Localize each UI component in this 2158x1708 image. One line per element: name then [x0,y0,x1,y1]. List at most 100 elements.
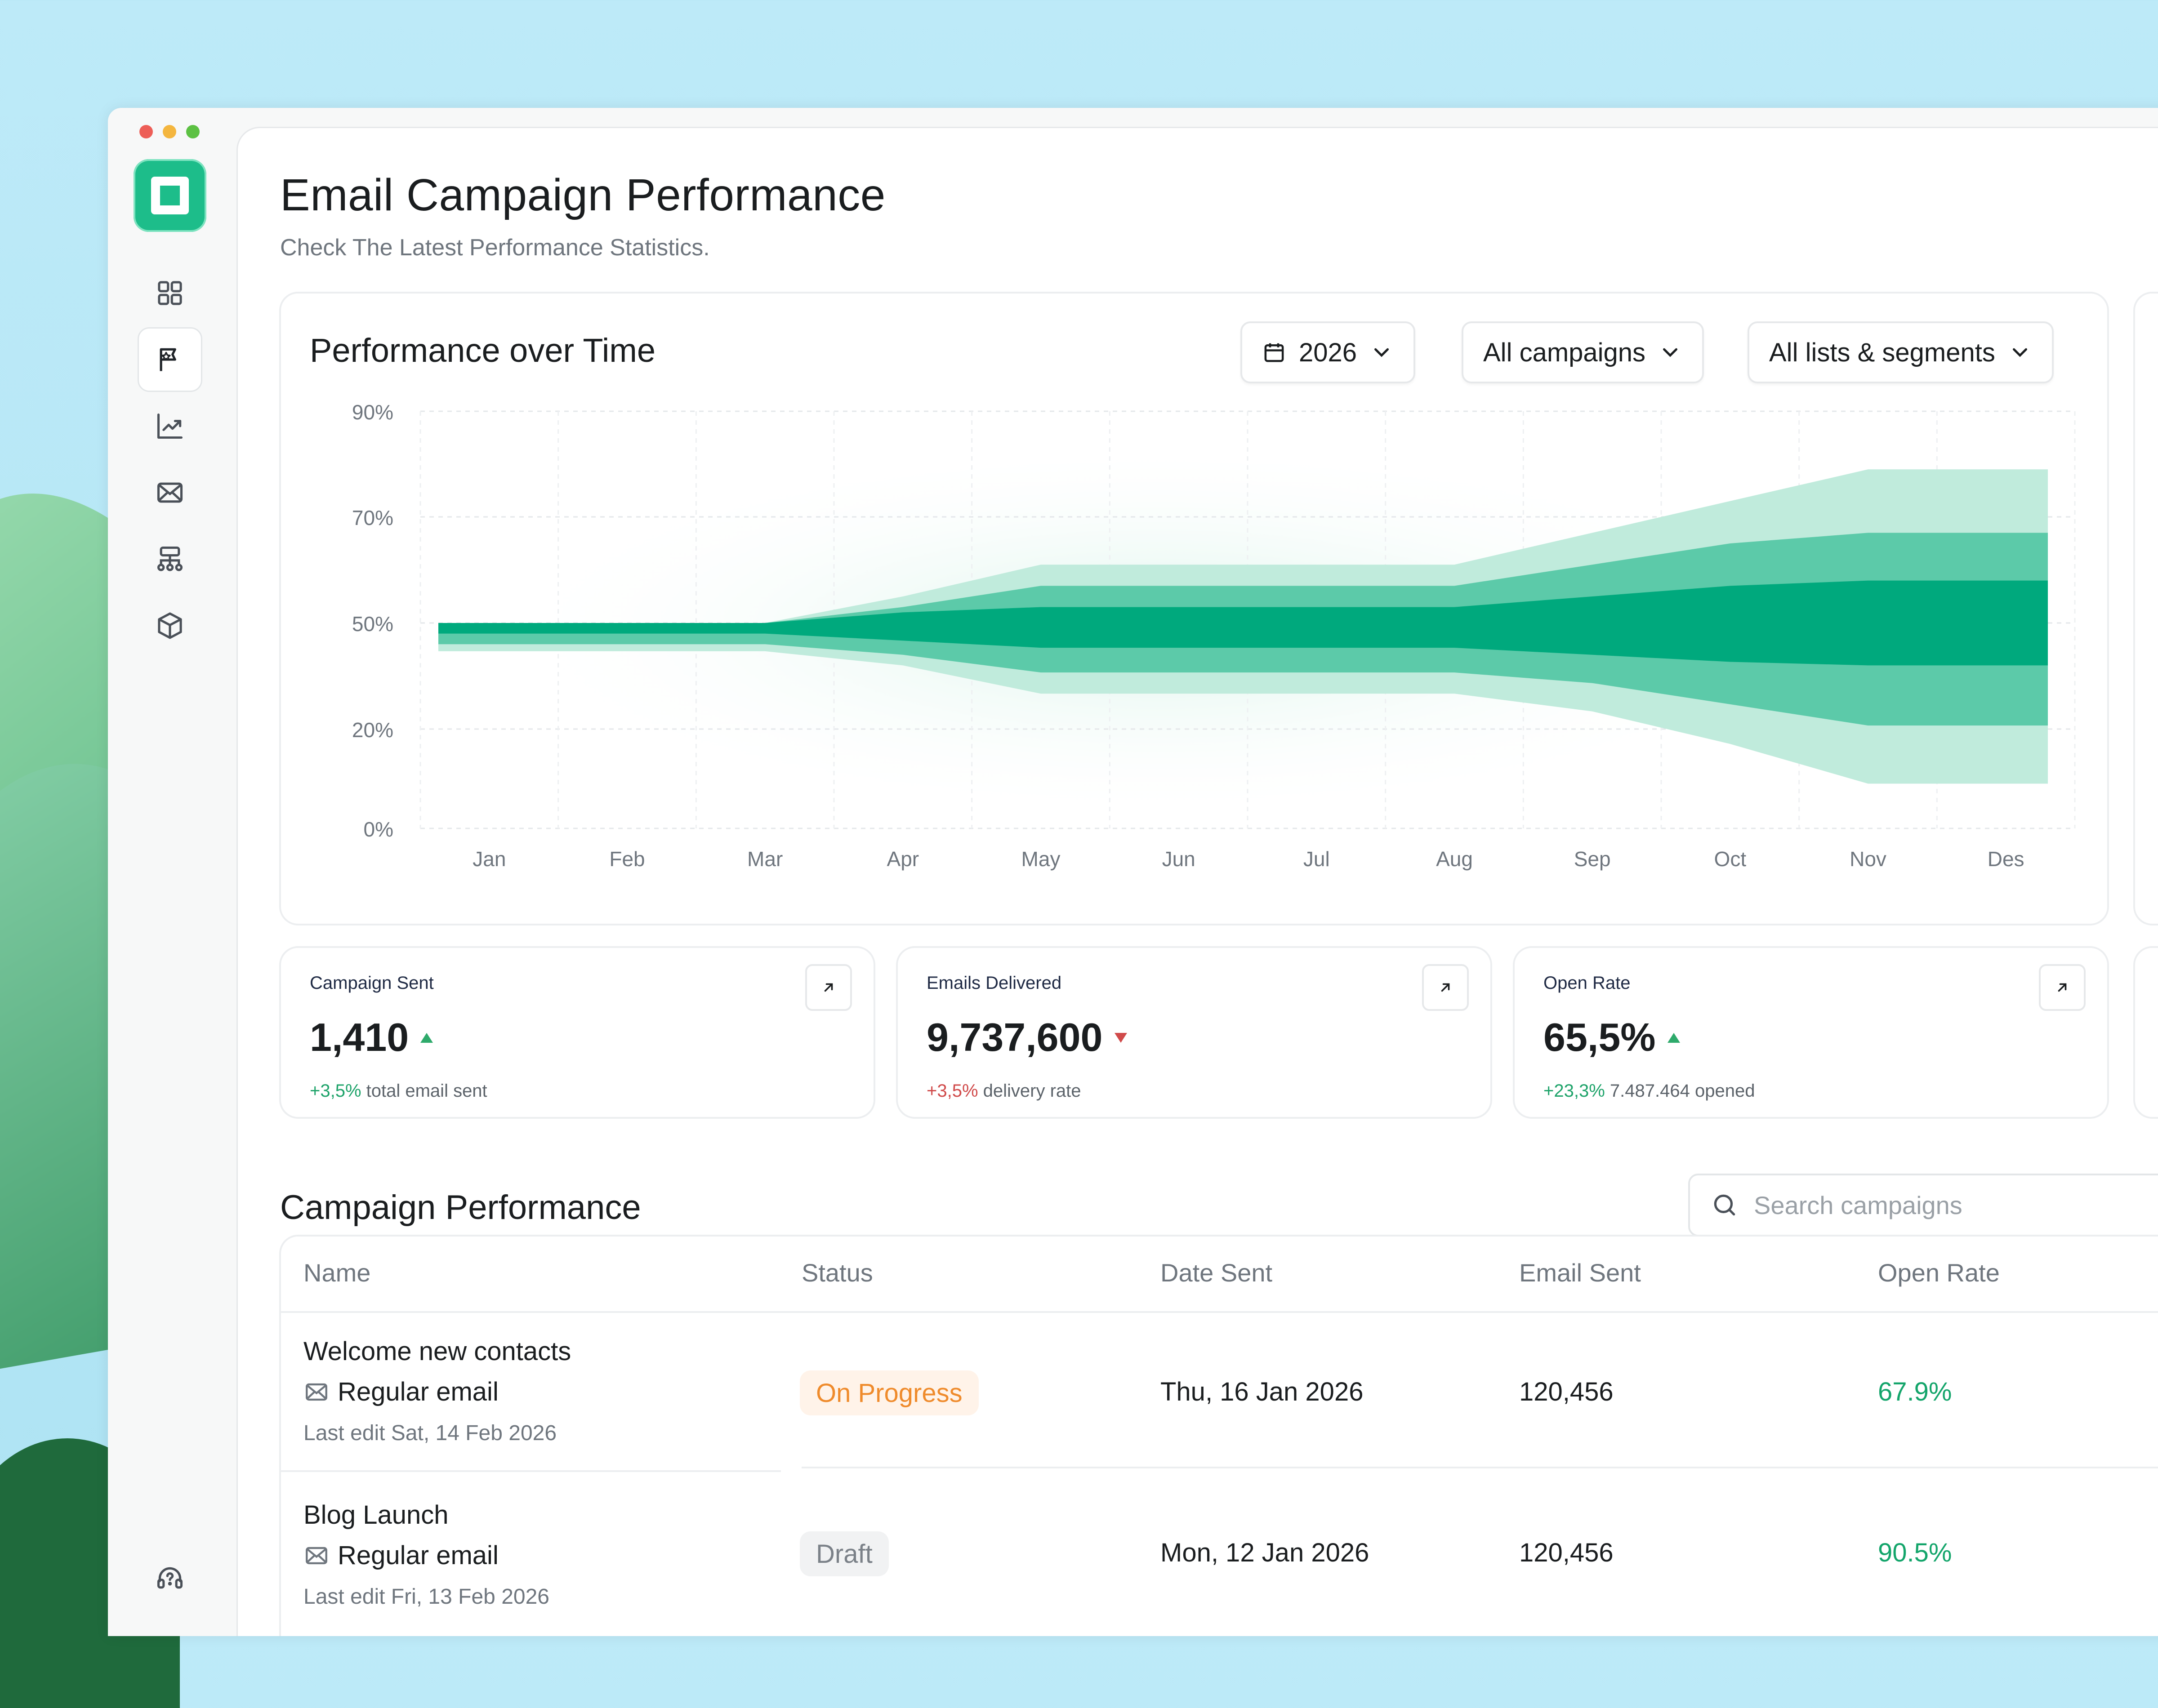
campaign-filter[interactable]: All campaigns [1462,321,1704,383]
date-sent: Mon, 12 Jan 2026 [1160,1538,1369,1567]
stat-label: Emails Delivered [927,973,1062,993]
campaign-name[interactable]: Blog Launch [303,1500,449,1530]
flag-icon [160,348,176,371]
chart-title: Performance over Time [310,332,656,369]
column-header-open-rate[interactable]: Open Rate [1878,1259,2000,1287]
stat-delta: +23,3% [1543,1081,1605,1101]
close-window-button[interactable] [139,125,153,138]
campaign-type-label: Regular email [338,1541,499,1570]
section-title: Campaign Performance [280,1188,641,1227]
chart-band-inner [438,580,2048,666]
y-tick-label: 0% [364,818,393,841]
main-content: Email Campaign Performance Check The Lat… [236,127,2158,1636]
trend-down-icon [1114,1032,1127,1043]
hierarchy-icon [157,546,183,571]
header-divider [281,1311,2158,1313]
trend-up-icon [420,1032,433,1043]
minimize-window-button[interactable] [163,125,176,138]
app-window: Email Campaign Performance Check The Lat… [108,108,2158,1636]
open-rate: 90.5% [1878,1538,1952,1567]
x-tick-label: Jul [1303,847,1330,871]
performance-chart-card: 90% 70% 50% 20% 0% Jan Feb Mar Apr May Jun Jul Aug Se… [279,292,2109,925]
list-filter[interactable]: All lists & segments [1748,321,2054,383]
chevron-down-icon [1374,348,1389,357]
arrow-up-right-icon [824,983,833,992]
x-tick-label: Oct [1714,847,1747,871]
y-tick-label: 20% [352,718,393,742]
box-icon [158,612,182,639]
nav-emails[interactable] [138,460,202,525]
app-logo[interactable] [134,159,206,232]
email-sent: 120,456 [1519,1377,1614,1406]
open-detail-button[interactable] [805,964,852,1011]
sidebar [108,108,235,1636]
nav-dashboard[interactable] [138,261,202,325]
stat-suffix: total email sent [361,1081,487,1101]
chart-line-icon [157,413,183,439]
stat-subtext: +23,3% 7.487.464 opened [1543,1081,1755,1101]
stat-suffix: 7.487.464 opened [1605,1081,1755,1101]
column-header-name[interactable]: Name [303,1259,371,1287]
mail-icon [306,1547,327,1564]
search-icon [1714,1194,1735,1216]
nav-products[interactable] [138,593,202,658]
maximize-window-button[interactable] [186,125,200,138]
campaign-type-label: Regular email [338,1377,499,1406]
nav-campaigns[interactable] [138,327,202,392]
nav-analytics[interactable] [138,394,202,458]
year-filter[interactable]: 2026 [1240,321,1416,383]
email-sent: 120,456 [1519,1538,1614,1567]
y-tick-label: 90% [352,400,393,424]
stat-value: 65,5% [1543,1014,1680,1060]
performance-chart: 90% 70% 50% 20% 0% Jan Feb Mar Apr May Jun Jul Aug Se… [352,400,2076,871]
campaign-type: Regular email [303,1377,499,1407]
column-header-date[interactable]: Date Sent [1160,1259,1273,1287]
campaign-name[interactable]: Welcome new contacts [303,1337,571,1366]
stat-card-emails-delivered: Emails Delivered 9,737,600 +3,5% deliver… [896,946,1492,1119]
open-detail-button[interactable] [1422,964,1469,1011]
search-input[interactable]: Search campaigns [1688,1174,2158,1237]
x-tick-label: May [1021,847,1061,871]
page-subtitle: Check The Latest Performance Statistics. [280,235,710,261]
row-divider [802,1467,2158,1468]
column-header-status[interactable]: Status [802,1259,873,1287]
nav-help[interactable] [138,1546,202,1611]
x-tick-label: Des [1988,847,2024,871]
x-tick-label: Apr [887,847,919,871]
trend-up-icon [1667,1032,1680,1043]
campaign-type: Regular email [303,1540,499,1570]
logo-mark [151,177,189,214]
stat-value-text: 65,5% [1543,1015,1656,1059]
x-tick-label: Sep [1574,847,1611,871]
last-edit: Last edit Fri, 13 Feb 2026 [303,1585,549,1609]
status-badge: Draft [800,1531,889,1576]
chevron-down-icon [1663,348,1678,357]
last-edit: Last edit Sat, 14 Feb 2026 [303,1421,557,1445]
stat-label: Campaign Sent [310,973,434,993]
arrow-up-right-icon [1441,983,1450,992]
x-tick-label: Nov [1850,847,1886,871]
y-tick-label: 50% [352,612,393,636]
campaign-filter-value: All campaigns [1483,338,1646,367]
nav-automation[interactable] [138,527,202,592]
x-tick-label: Jun [1162,847,1195,871]
y-tick-label: 70% [352,506,393,529]
stat-delta: +3,5% [310,1081,361,1101]
search-placeholder: Search campaigns [1754,1191,1962,1219]
x-tick-label: Jan [473,847,506,871]
help-icon [157,1567,183,1589]
campaign-table: Name Status Date Sent Email Sent Open Ra… [279,1235,2158,1636]
chevron-down-icon [2012,348,2027,357]
column-header-sent[interactable]: Email Sent [1519,1259,1641,1287]
list-filter-value: All lists & segments [1769,338,1995,367]
stat-value: 9,737,600 [927,1014,1127,1060]
mail-icon [306,1383,327,1401]
row-divider [281,1470,781,1472]
stat-delta: +3,5% [927,1081,978,1101]
calendar-icon [1264,343,1284,362]
year-filter-value: 2026 [1299,338,1357,367]
open-detail-button[interactable] [2039,964,2086,1011]
x-tick-label: Feb [609,847,645,871]
open-rate: 67.9% [1878,1377,1952,1406]
stat-card-open-rate: Open Rate 65,5% +23,3% 7.487.464 opened [1513,946,2109,1119]
